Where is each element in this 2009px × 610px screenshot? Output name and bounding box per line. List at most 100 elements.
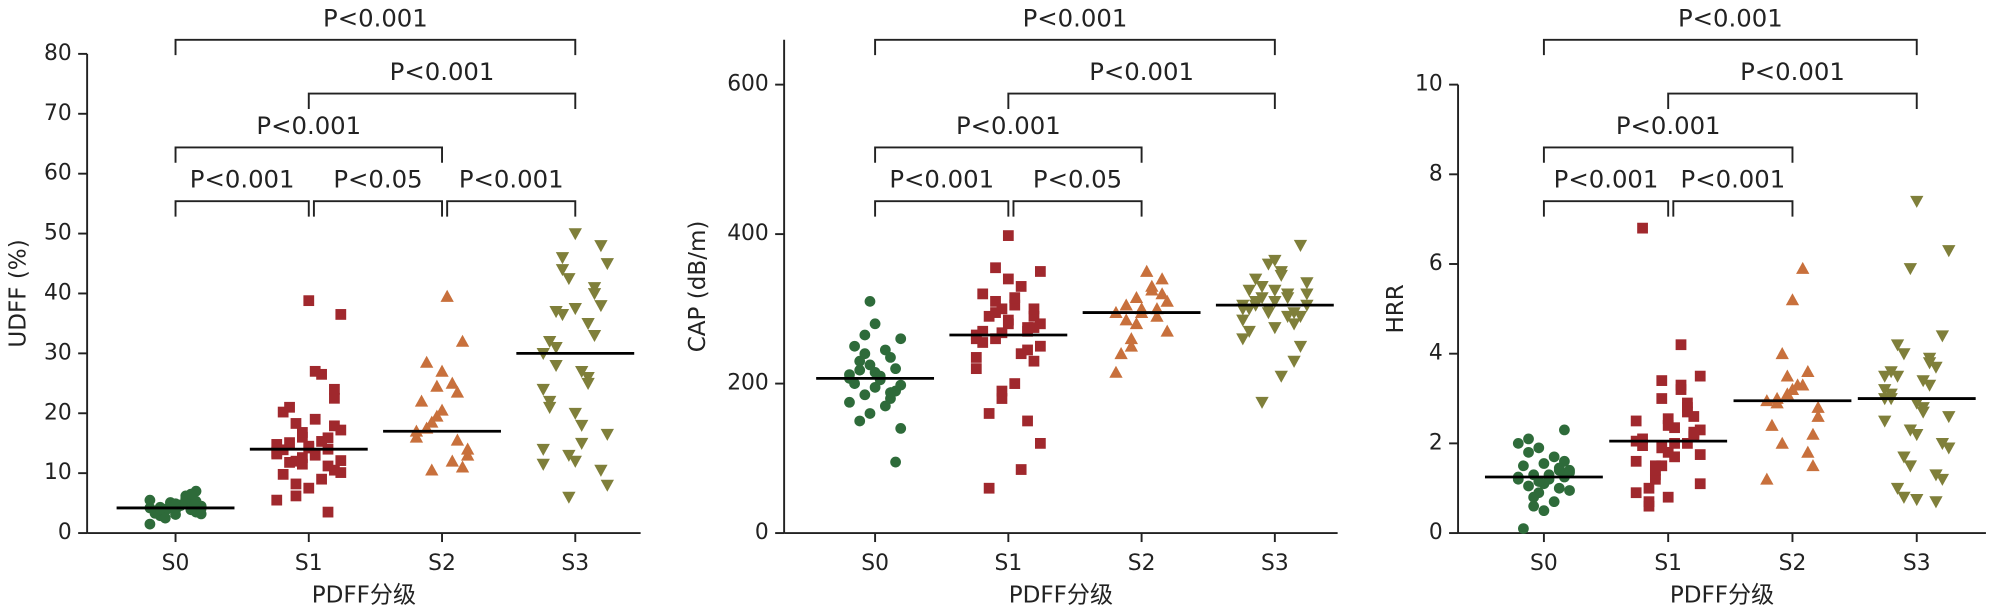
point: [536, 458, 550, 471]
point: [890, 363, 901, 375]
point: [1512, 473, 1524, 485]
point: [322, 432, 334, 444]
point: [1637, 440, 1648, 451]
point: [435, 364, 449, 377]
significance-label: P<0.001: [1023, 3, 1128, 32]
point: [568, 455, 582, 468]
point: [445, 454, 459, 467]
point: [1242, 325, 1256, 338]
point: [1022, 344, 1033, 356]
point: [329, 464, 340, 476]
point: [854, 364, 866, 376]
point: [414, 394, 429, 407]
point: [1518, 460, 1529, 472]
significance-label: P<0.001: [1681, 165, 1786, 194]
point: [1656, 375, 1668, 386]
point: [1922, 352, 1937, 365]
point: [1293, 340, 1308, 353]
x-tick-label: S0: [1530, 551, 1558, 576]
point: [1637, 433, 1648, 445]
point: [1300, 277, 1314, 290]
point: [1656, 460, 1668, 472]
significance-bracket: [874, 200, 1010, 217]
y-axis-label: CAP (dB/m): [685, 221, 711, 353]
point: [1929, 361, 1943, 374]
point: [1124, 332, 1139, 345]
point: [1287, 318, 1301, 331]
point: [409, 430, 424, 443]
point: [1129, 290, 1144, 304]
point: [1543, 469, 1555, 481]
point: [1287, 355, 1301, 368]
point: [990, 307, 1001, 318]
point: [1009, 292, 1021, 304]
point: [1780, 387, 1795, 400]
significance-label: P<0.001: [1740, 57, 1845, 86]
x-tick-label: S2: [1779, 551, 1807, 576]
significance-label: P<0.001: [323, 3, 428, 32]
point: [450, 433, 465, 446]
point: [1119, 298, 1133, 311]
y-tick-label: 8: [1429, 161, 1443, 186]
point: [1656, 393, 1668, 404]
point: [1150, 309, 1164, 322]
x-tick-label: S2: [1128, 551, 1156, 576]
point: [1300, 288, 1314, 301]
point: [1630, 455, 1642, 467]
point: [185, 488, 197, 500]
point: [1129, 317, 1144, 330]
point: [425, 463, 439, 476]
y-tick-label: 600: [727, 72, 769, 97]
y-tick-label: 30: [44, 340, 72, 365]
point: [1910, 195, 1924, 208]
point: [290, 418, 302, 429]
point: [303, 482, 315, 494]
point: [1890, 482, 1905, 495]
point: [1656, 442, 1668, 454]
point: [1916, 375, 1930, 388]
significance-bracket: [874, 146, 1143, 163]
point: [309, 365, 321, 377]
point: [869, 381, 881, 393]
point: [983, 408, 995, 419]
point: [1255, 281, 1269, 294]
point: [1523, 480, 1534, 492]
point: [1548, 451, 1560, 463]
point: [1903, 263, 1918, 276]
significance-label: P<0.001: [256, 111, 361, 140]
y-tick-label: 0: [755, 520, 769, 545]
point: [1109, 365, 1123, 378]
point: [1878, 415, 1892, 428]
point: [1028, 322, 1040, 333]
point: [1801, 364, 1815, 378]
point: [977, 288, 989, 300]
point: [1002, 314, 1014, 326]
point: [1682, 406, 1693, 418]
point: [1890, 370, 1905, 383]
point: [885, 387, 896, 398]
point: [329, 420, 340, 432]
point: [990, 333, 1001, 345]
significance-bracket: [1542, 38, 1918, 56]
point: [1022, 415, 1033, 427]
point: [568, 228, 582, 241]
point: [1034, 437, 1046, 449]
point: [594, 240, 608, 253]
significance-label: P<0.001: [956, 111, 1061, 140]
point: [1015, 464, 1027, 475]
x-tick-label: S1: [1654, 551, 1682, 576]
significance-bracket: [1672, 200, 1794, 217]
point: [1878, 370, 1892, 383]
point: [594, 300, 608, 313]
point: [1293, 310, 1308, 323]
point: [869, 318, 881, 330]
point: [1523, 446, 1534, 458]
point: [1662, 413, 1674, 425]
significance-label: P<0.05: [1033, 165, 1122, 194]
point: [1236, 333, 1250, 346]
point: [1553, 482, 1565, 494]
significance-label: P<0.001: [459, 165, 564, 194]
point: [1280, 288, 1295, 301]
point: [290, 478, 302, 490]
